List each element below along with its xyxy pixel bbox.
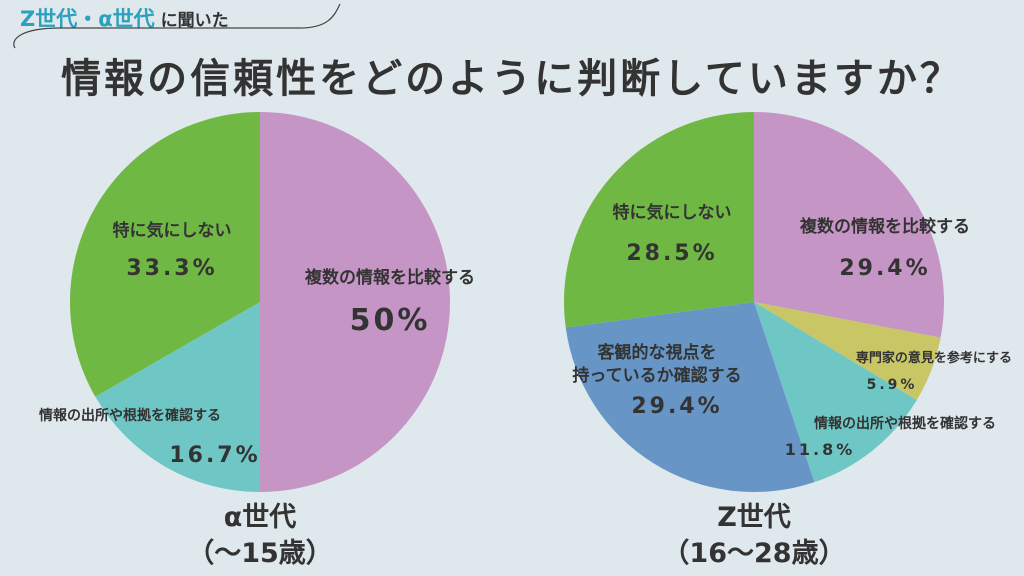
slice-value-label: 50%	[350, 303, 431, 338]
slice-value-label: 16.7%	[169, 443, 260, 468]
alpha-age: （〜15歳）	[187, 538, 333, 569]
alpha-generation-label: α世代 （〜15歳）	[110, 500, 410, 572]
decorative-curve	[13, 3, 341, 49]
pie-slice	[563, 112, 754, 328]
slice-category-label: 特に気にしない	[113, 220, 232, 241]
slice-category-label: 複数の情報を比較する	[304, 267, 475, 288]
slice-category-label: 複数の情報を比較する	[799, 216, 970, 237]
pie-slice	[565, 302, 815, 492]
slice-value-label: 11.8%	[785, 440, 856, 459]
z-age: （16〜28歳）	[662, 538, 846, 569]
slice-category-label: 持っているか確認する	[572, 365, 741, 386]
slice-value-label: 33.3%	[126, 256, 217, 281]
slice-value-label: 5.9%	[867, 377, 918, 393]
slice-category-label: 専門家の意見を参考にする	[856, 350, 1012, 366]
alpha-name: α世代	[223, 502, 297, 533]
slice-category-label: 情報の出所や根拠を確認する	[814, 415, 996, 432]
pie-slice	[754, 302, 941, 400]
slice-value-label: 29.4%	[631, 394, 722, 419]
pie-slice	[95, 302, 261, 492]
subtitle: Z世代・α世代 に聞いた	[20, 3, 229, 33]
z-generation-label: Z世代 （16〜28歳）	[604, 500, 904, 572]
slice-category-label: 情報の出所や根拠を確認する	[39, 407, 221, 424]
pie-slice	[754, 112, 944, 338]
subtitle-rest: に聞いた	[160, 11, 229, 31]
pie-slice	[69, 112, 260, 397]
slice-category-label: 特に気にしない	[613, 202, 732, 223]
slice-value-label: 29.4%	[839, 256, 930, 281]
subtitle-highlight: Z世代・α世代	[20, 7, 155, 31]
page-title: 情報の信頼性をどのように判断していますか？	[61, 56, 963, 102]
slice-value-label: 28.5%	[626, 241, 717, 266]
slice-category-label: 客観的な視点を	[597, 342, 717, 363]
z-name: Z世代	[717, 502, 791, 533]
pie-slice	[260, 112, 450, 492]
pie-slice	[754, 302, 917, 483]
